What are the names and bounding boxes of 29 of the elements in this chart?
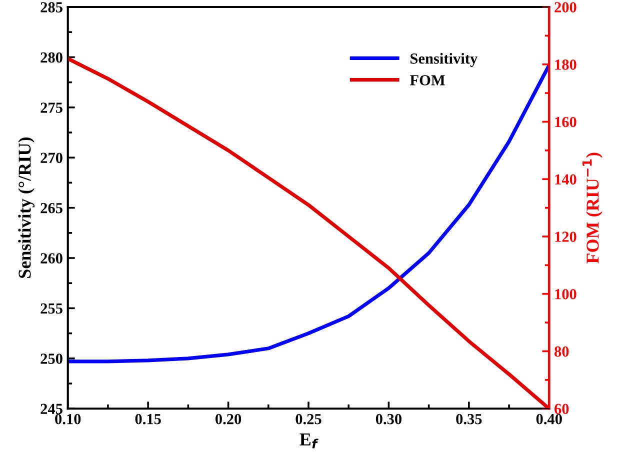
y-tick-label: 270 [40,152,62,164]
y2-axis-title: FOM (RIU$^{−1}$) [582,152,602,264]
y-axis-title: Sensitivity (°/RIU) [18,138,35,278]
x-tick-label: 0.25 [296,414,322,424]
y-tick-label: 275 [40,102,62,113]
y-tick-label: 250 [40,354,62,364]
y2-tick-label: 80 [554,346,569,357]
x-tick-label: 0.20 [216,414,242,424]
y2-tick-label: 160 [555,116,576,128]
legend-label: Sensitivity [410,52,478,67]
x-tick-label: 0.40 [536,414,562,424]
y2-tick-label: 120 [555,232,576,242]
y2-tick-label: 140 [555,174,576,185]
y2-tick-label: 200 [554,2,576,12]
y-tick-label: 245 [40,404,62,414]
x-tick-label: 0.30 [376,414,402,424]
y2-tick-label: 100 [555,289,576,300]
y-tick-label: 255 [40,303,62,314]
x-tick-label: 0.35 [456,414,482,424]
y2-tick-label: 180 [555,60,576,70]
y2-tick-label: 60 [554,404,569,414]
x-tick-label: 0.15 [135,414,161,424]
y-tick-label: 285 [40,2,62,12]
y-tick-label: 260 [40,253,62,264]
x-axis-title: E$_{f}$ [300,434,318,448]
x-tick-label: 0.10 [55,414,81,424]
y-tick-label: 265 [40,203,62,214]
legend-label: FOM [410,75,445,86]
y-tick-label: 280 [40,52,62,63]
